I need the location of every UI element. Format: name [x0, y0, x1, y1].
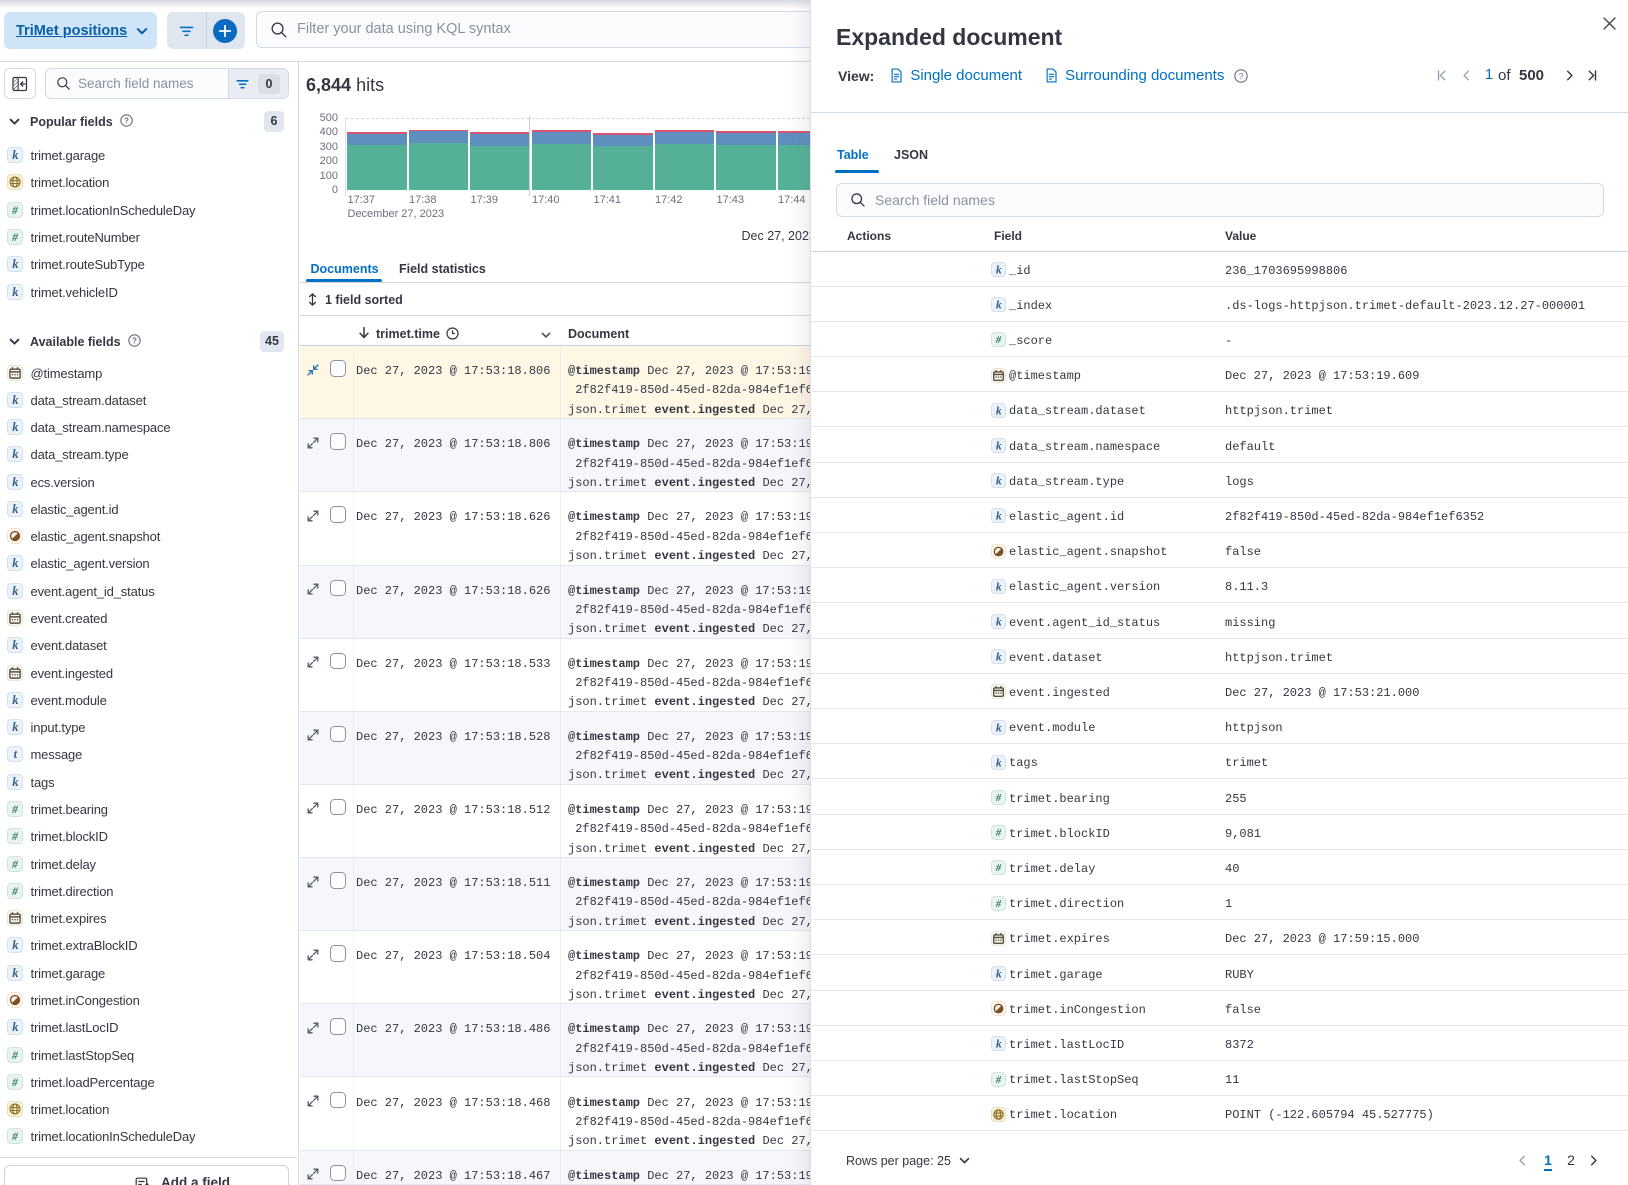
svg-text:k: k [12, 393, 19, 407]
svg-text:k: k [12, 447, 19, 461]
svg-text:k: k [12, 693, 19, 707]
svg-text:k: k [12, 475, 19, 489]
svg-text:#: # [995, 1074, 1002, 1086]
svg-text:k: k [996, 615, 1002, 628]
svg-text:k: k [12, 939, 19, 953]
svg-text:k: k [996, 756, 1002, 769]
svg-text:k: k [996, 439, 1002, 452]
svg-text:#: # [995, 792, 1002, 804]
svg-text:#: # [11, 1131, 18, 1143]
svg-text:k: k [996, 510, 1002, 523]
svg-text:?: ? [132, 336, 137, 345]
svg-text:#: # [11, 804, 18, 816]
svg-text:#: # [11, 1077, 18, 1089]
svg-text:#: # [995, 898, 1002, 910]
svg-text:k: k [996, 299, 1002, 312]
svg-text:#: # [995, 827, 1002, 839]
svg-text:k: k [996, 651, 1002, 664]
svg-text:?: ? [1239, 71, 1244, 81]
svg-text:k: k [12, 148, 19, 162]
svg-text:#: # [11, 1049, 18, 1061]
svg-text:k: k [996, 263, 1002, 276]
svg-text:#: # [995, 862, 1002, 874]
svg-text:k: k [996, 404, 1002, 417]
svg-text:k: k [12, 1020, 19, 1034]
svg-text:k: k [996, 721, 1002, 734]
svg-text:#: # [11, 886, 18, 898]
svg-text:#: # [11, 232, 18, 244]
svg-text:k: k [12, 420, 19, 434]
svg-text:k: k [12, 502, 19, 516]
svg-text:k: k [12, 775, 19, 789]
svg-text:k: k [12, 638, 19, 652]
svg-text:#: # [11, 831, 18, 843]
svg-text:k: k [996, 475, 1002, 488]
svg-text:k: k [12, 557, 19, 571]
svg-text:k: k [12, 257, 19, 271]
svg-text:#: # [11, 204, 18, 216]
svg-text:?: ? [124, 116, 129, 125]
svg-text:t: t [14, 748, 18, 762]
svg-text:k: k [996, 967, 1002, 980]
svg-text:#: # [11, 858, 18, 870]
svg-text:k: k [12, 720, 19, 734]
svg-text:#: # [995, 334, 1002, 346]
svg-text:k: k [996, 580, 1002, 593]
svg-text:k: k [12, 285, 19, 299]
svg-text:k: k [996, 1038, 1002, 1051]
svg-text:k: k [12, 966, 19, 980]
svg-text:k: k [12, 584, 19, 598]
